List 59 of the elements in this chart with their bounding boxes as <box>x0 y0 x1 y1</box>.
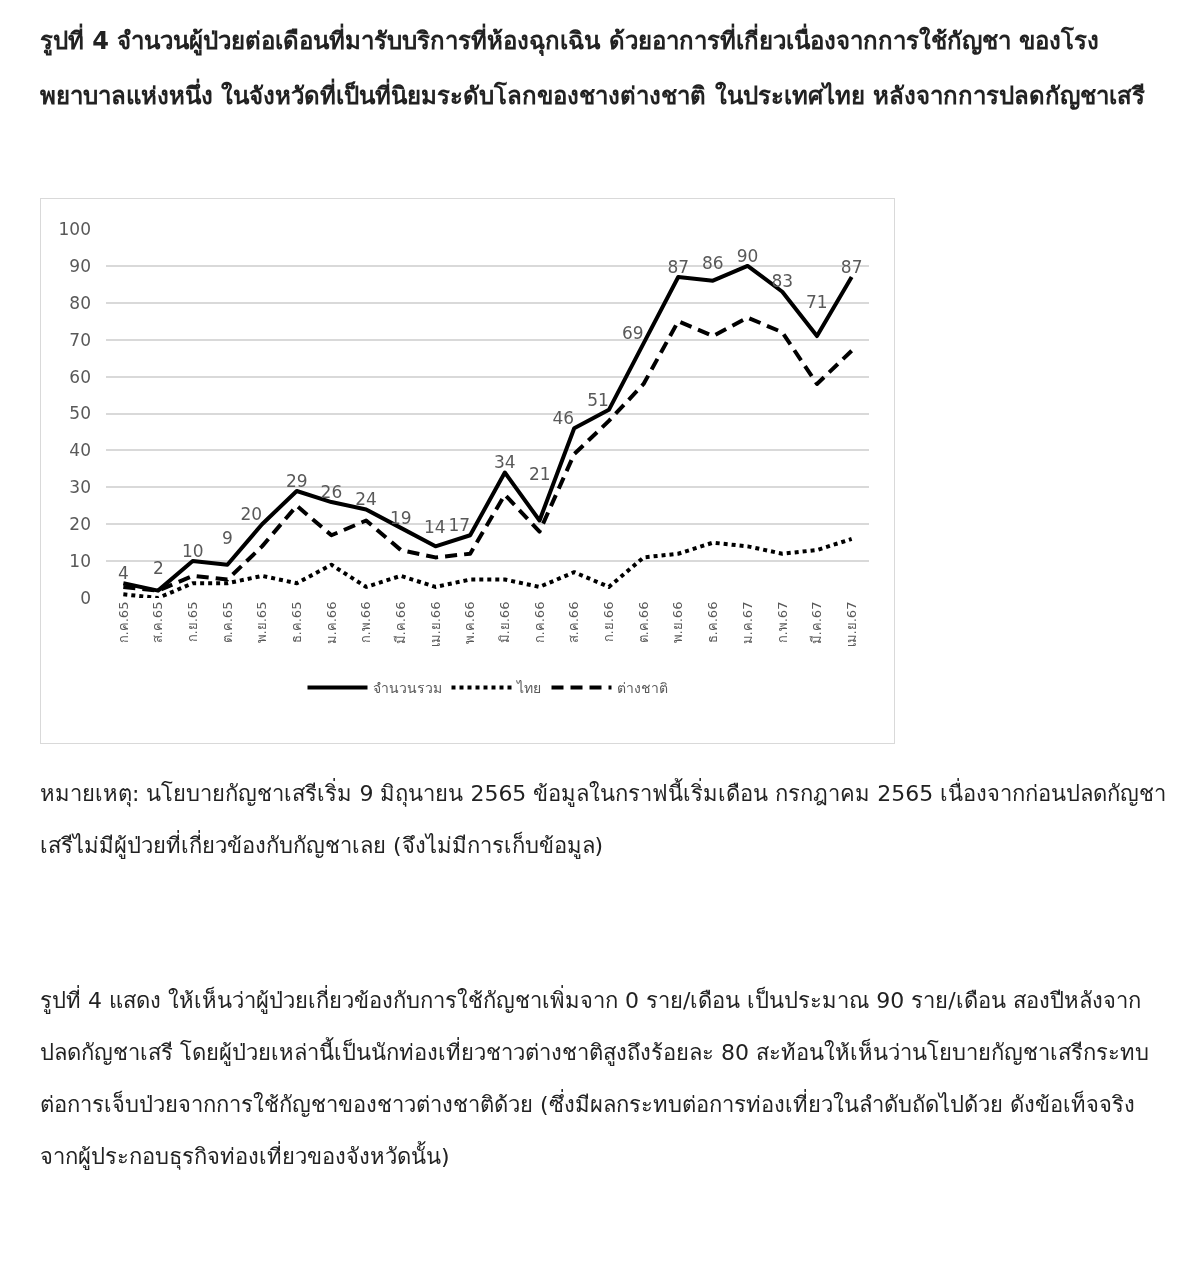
y-tick-label: 50 <box>69 403 91 424</box>
data-label: 26 <box>320 481 343 502</box>
data-label: 14 <box>424 517 446 537</box>
x-tick-label: ต.ค.66 <box>635 601 651 644</box>
x-tick-label: ธ.ค.65 <box>288 601 304 644</box>
data-label: 83 <box>771 271 794 292</box>
data-label: 21 <box>529 464 551 484</box>
y-tick-label: 100 <box>58 218 91 239</box>
x-tick-label: เม.ย.66 <box>427 601 443 648</box>
legend-label: ต่างชาติ <box>616 679 668 696</box>
x-tick-label: ม.ค.67 <box>739 601 755 645</box>
data-label: 17 <box>448 515 471 536</box>
x-tick-label: มิ.ย.66 <box>497 601 513 644</box>
y-tick-label: 30 <box>69 477 91 498</box>
x-tick-label: ต.ค.65 <box>219 601 235 644</box>
x-tick-label: เม.ย.67 <box>843 601 859 648</box>
x-tick-label: มี.ค.66 <box>393 601 409 645</box>
y-tick-label: 90 <box>69 255 91 276</box>
data-label: 24 <box>355 489 377 510</box>
data-label: 69 <box>621 323 644 344</box>
data-label: 19 <box>389 507 412 528</box>
y-tick-label: 0 <box>80 587 91 608</box>
y-tick-label: 10 <box>69 551 91 572</box>
data-label: 20 <box>240 503 263 524</box>
data-label: 9 <box>222 528 233 548</box>
x-tick-label: ส.ค.65 <box>150 601 166 644</box>
y-tick-label: 70 <box>69 329 91 350</box>
x-tick-label: ก.ย.66 <box>601 601 617 643</box>
x-tick-label: ม.ค.66 <box>323 601 339 645</box>
data-label: 86 <box>702 253 724 273</box>
chart-title: รูปที่ 4 จำนวนผู้ป่วยต่อเดือนที่มารับบริการที่ห้องฉุกเฉิน ด้วยอาการที่เกี่ยวเนื่องจากการใช้กัญชา ของโรงพยาบาลแห่งหนึ่ง ในจังหวัดที่เป็นที่นิยมระดับโลกของชางต่างชาติ ในประเทศไทย หลังจากการปลดกัญชาเสรี <box>40 22 1147 112</box>
y-tick-label: 40 <box>69 440 91 461</box>
data-label: 4 <box>117 562 129 583</box>
x-tick-label: พ.ย.66 <box>670 601 686 644</box>
data-label: 87 <box>667 256 690 277</box>
y-tick-label: 20 <box>69 514 91 535</box>
data-label: 29 <box>285 470 308 491</box>
legend-label: ไทย <box>515 679 541 696</box>
x-tick-label: ก.พ.66 <box>358 601 374 644</box>
x-tick-label: ก.พ.67 <box>774 601 790 644</box>
x-tick-label: ธ.ค.66 <box>705 601 721 644</box>
x-tick-label: ส.ค.66 <box>566 601 582 644</box>
data-label: 87 <box>840 256 863 277</box>
x-tick-label: ก.ค.65 <box>115 601 131 644</box>
data-label: 10 <box>181 540 204 561</box>
x-tick-label: มี.ค.67 <box>809 601 825 645</box>
data-label: 90 <box>736 245 759 266</box>
x-tick-label: ก.ค.66 <box>531 601 547 644</box>
data-label: 46 <box>552 408 575 429</box>
data-label: 34 <box>494 452 516 473</box>
legend-label: จำนวนรวม <box>372 679 442 696</box>
y-tick-label: 80 <box>69 292 91 313</box>
data-label: 2 <box>153 558 164 578</box>
x-tick-label: พ.ค.66 <box>462 601 478 645</box>
data-label: 71 <box>806 292 828 312</box>
data-label: 51 <box>587 389 609 410</box>
x-tick-label: ก.ย.65 <box>184 601 200 643</box>
y-tick-label: 60 <box>69 366 91 387</box>
x-tick-label: พ.ย.65 <box>254 601 270 644</box>
